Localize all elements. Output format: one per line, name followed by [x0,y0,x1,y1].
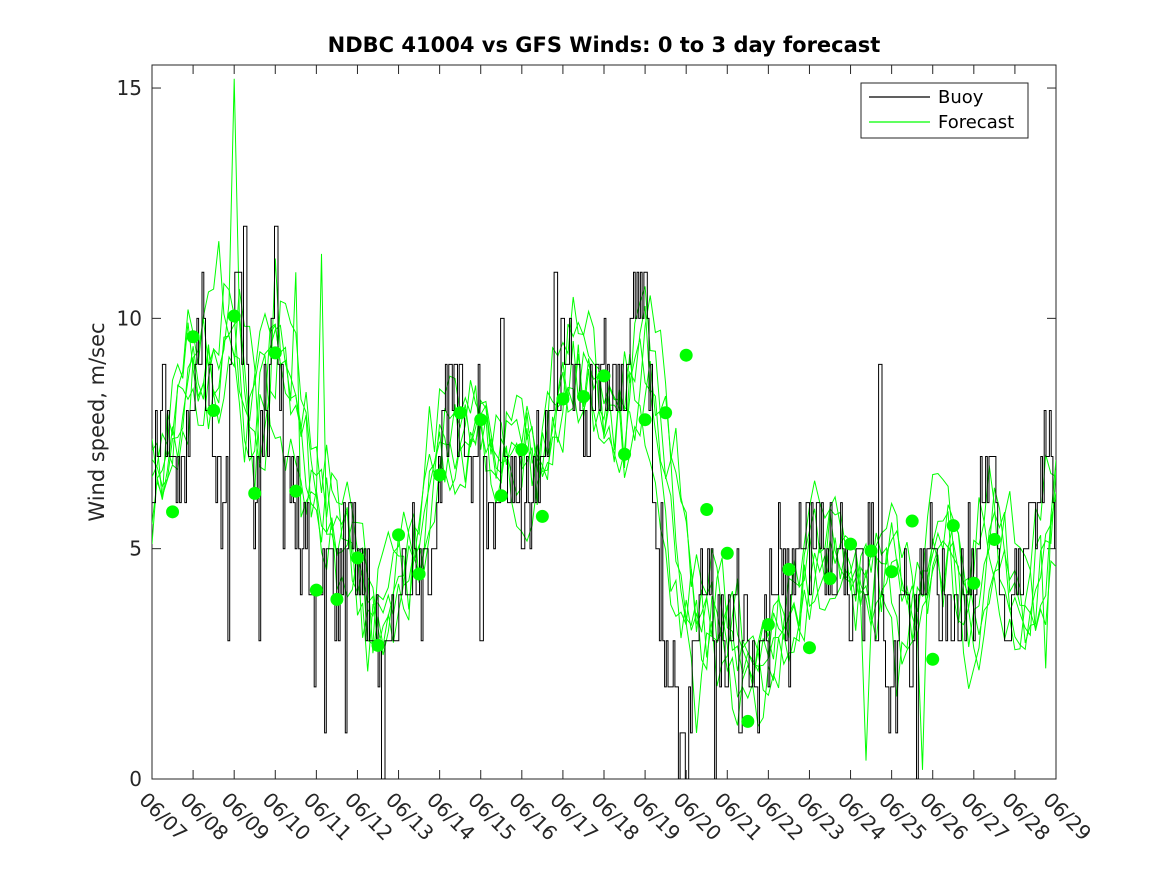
forecast-run-line [152,253,1056,687]
forecast-marker [720,546,734,560]
forecast-marker [453,406,467,420]
forecast-marker [556,392,570,406]
forecast-marker [864,544,878,558]
forecast-run-line [152,78,1056,728]
y-tick-label: 0 [129,767,142,791]
forecast-marker [207,403,221,417]
forecast-marker [618,447,632,461]
forecast-marker [638,413,652,427]
forecast-marker [494,489,508,503]
forecast-marker [535,509,549,523]
y-tick-labels: 0 5 10 15 [117,76,142,791]
y-axis-label: Wind speed, m/sec [85,322,109,521]
forecast-run-line [152,241,1056,761]
forecast-marker [474,413,488,427]
forecast-marker [597,369,611,383]
plot-area [151,64,1057,780]
forecast-marker [844,537,858,551]
forecast-marker [823,572,837,586]
forecast-marker [761,618,775,632]
y-tick-label: 10 [117,306,142,330]
forecast-marker [371,638,385,652]
forecast-marker [802,641,816,655]
forecast-marker [186,330,200,344]
forecast-marker [248,486,262,500]
forecast-marker [392,528,406,542]
axis-ticks [151,65,1057,780]
forecast-marker [905,514,919,528]
forecast-marker [926,652,940,666]
legend-box [860,82,1029,139]
forecast-marker [576,390,590,404]
legend-forecast-label: Forecast [938,112,1014,133]
y-tick-label: 5 [129,537,142,561]
forecast-marker [412,567,426,581]
forecast-marker [659,406,673,420]
forecast-marker [268,346,282,360]
forecast-marker [330,592,344,606]
chart-title: NDBC 41004 vs GFS Winds: 0 to 3 day fore… [328,33,881,57]
forecast-marker [433,468,447,482]
forecast-marker [741,714,755,728]
forecast-marker [946,519,960,533]
forecast-marker [967,576,981,590]
forecast-marker [350,551,364,565]
forecast-marker [289,484,303,498]
forecast-marker [309,583,323,597]
buoy-observation-line [152,225,1056,779]
forecast-marker [782,562,796,576]
forecast-marker [166,505,180,519]
legend-buoy-label: Buoy [938,87,984,108]
forecast-marker [987,532,1001,546]
forecast-run-line [152,286,1056,733]
forecast-marker [227,309,241,323]
forecast-markers [166,309,1001,728]
forecast-marker [679,348,693,362]
forecast-marker [515,443,529,457]
y-tick-label: 15 [117,76,142,100]
series-layer [152,78,1056,779]
legend: Buoy Forecast [860,82,1029,139]
forecast-marker [700,503,714,517]
forecast-marker [885,565,899,579]
